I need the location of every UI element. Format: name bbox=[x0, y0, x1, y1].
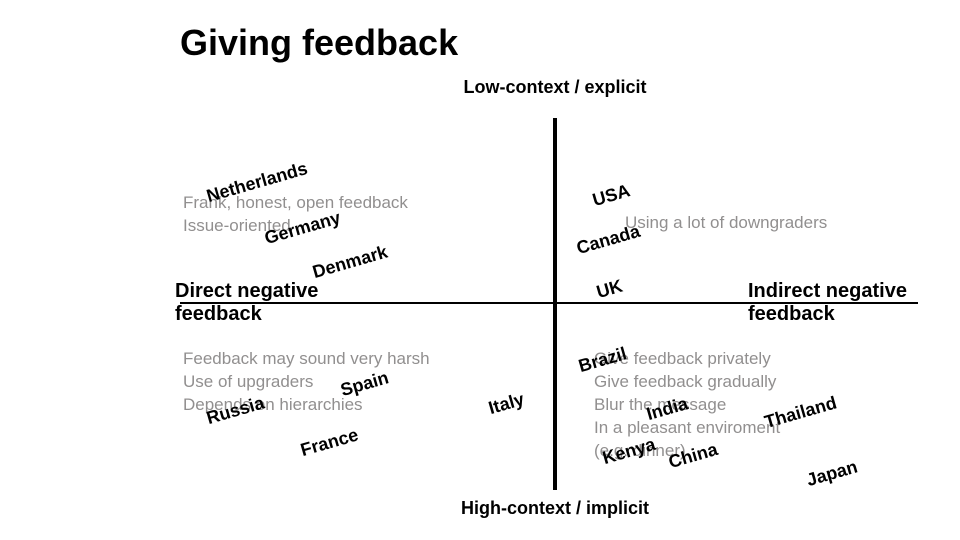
country-label: USA bbox=[590, 180, 632, 211]
axis-label-left: Direct negative feedback bbox=[175, 280, 318, 326]
diagram-stage: { "canvas": { "width": 960, "height": 54… bbox=[0, 0, 960, 540]
country-label: Japan bbox=[804, 456, 860, 491]
axis-vertical-line bbox=[553, 118, 557, 490]
axis-label-top: Low-context / explicit bbox=[463, 77, 646, 98]
country-label: Italy bbox=[486, 389, 526, 419]
country-label: France bbox=[298, 425, 361, 461]
country-label: Denmark bbox=[310, 242, 390, 283]
diagram-title: Giving feedback bbox=[180, 22, 458, 64]
axis-label-bottom: High-context / implicit bbox=[461, 498, 649, 519]
country-label: Canada bbox=[574, 221, 642, 259]
desc-q2: Using a lot of downgraders bbox=[625, 212, 827, 235]
axis-label-right: Indirect negative feedback bbox=[748, 280, 907, 326]
country-label: UK bbox=[594, 276, 625, 303]
